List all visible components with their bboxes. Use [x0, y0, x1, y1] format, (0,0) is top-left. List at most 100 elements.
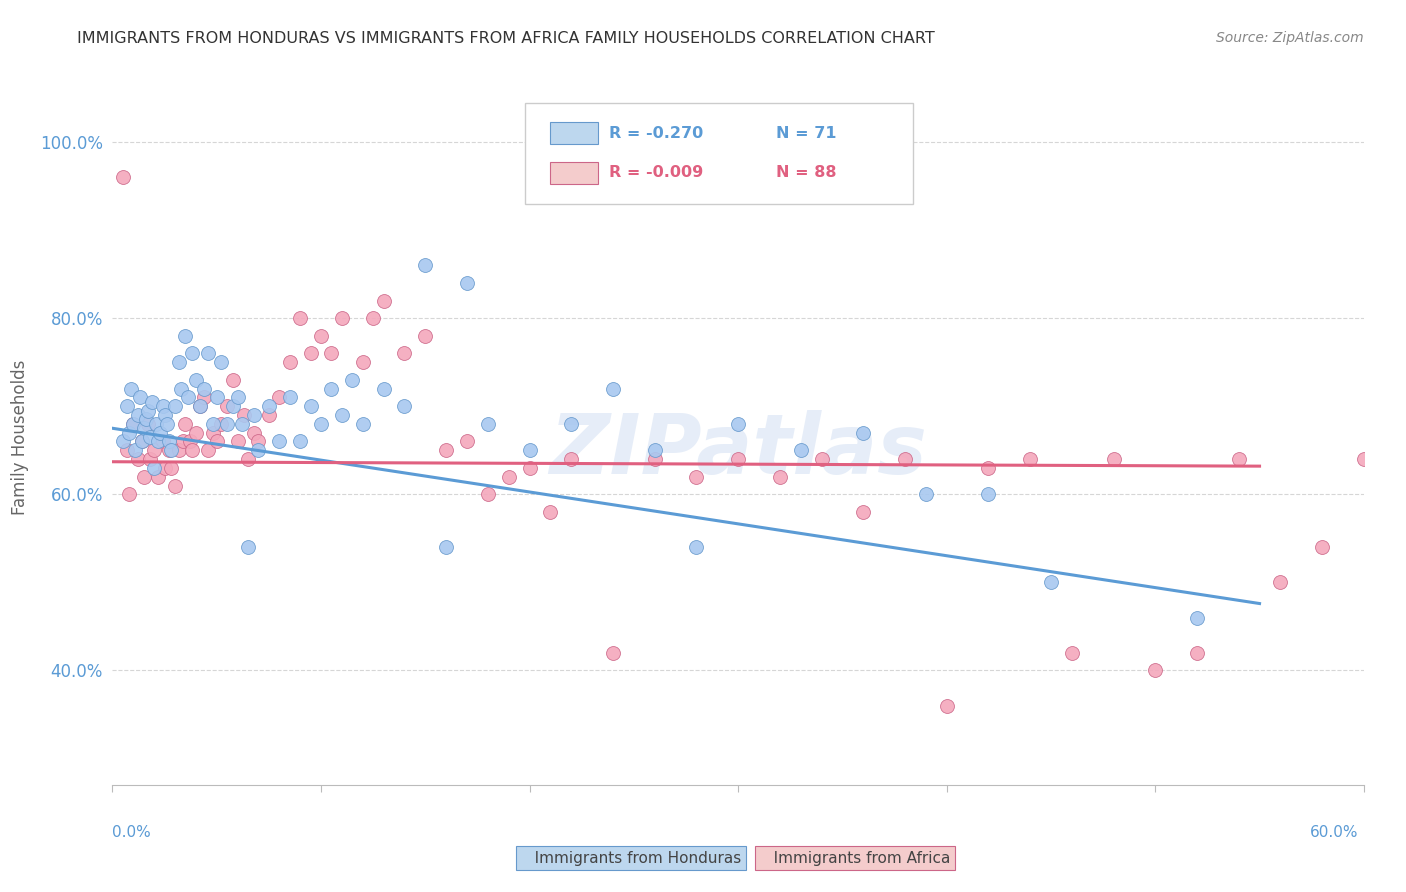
Point: [236, 452, 259, 467]
Point: [685, 540, 707, 554]
Text: Immigrants from Africa: Immigrants from Africa: [759, 851, 950, 865]
Point: [977, 487, 1000, 501]
Point: [299, 346, 322, 360]
Point: [321, 346, 343, 360]
Point: [1039, 575, 1063, 590]
Text: R = -0.009: R = -0.009: [609, 165, 703, 180]
Point: [124, 443, 146, 458]
Point: [226, 434, 249, 449]
Point: [131, 434, 153, 449]
Point: [184, 373, 207, 387]
Point: [915, 487, 938, 501]
Point: [139, 430, 162, 444]
Point: [160, 443, 183, 458]
Point: [209, 417, 232, 431]
Point: [115, 399, 138, 413]
Point: [413, 328, 436, 343]
Point: [519, 461, 541, 475]
Point: [498, 469, 520, 483]
Point: [118, 487, 141, 501]
Point: [136, 417, 159, 431]
Point: [519, 443, 541, 458]
Point: [205, 434, 228, 449]
Point: [352, 355, 374, 369]
Point: [160, 461, 183, 475]
Point: [157, 443, 180, 458]
Point: [257, 408, 280, 422]
Point: [128, 391, 150, 405]
Point: [167, 443, 190, 458]
Point: [290, 311, 312, 326]
Point: [394, 346, 416, 360]
Point: [217, 399, 239, 413]
Point: [236, 540, 259, 554]
Point: [111, 434, 134, 449]
Point: [977, 461, 1000, 475]
Point: [413, 258, 436, 272]
Point: [197, 346, 219, 360]
Point: [163, 478, 186, 492]
Point: [278, 355, 301, 369]
Point: [111, 170, 134, 185]
Point: [132, 469, 155, 483]
Point: [330, 408, 353, 422]
Point: [232, 408, 254, 422]
Point: [852, 425, 875, 440]
Point: [373, 293, 395, 308]
Point: [1185, 610, 1208, 624]
Point: [644, 452, 666, 467]
Text: 60.0%: 60.0%: [1310, 825, 1358, 840]
Text: R = -0.270: R = -0.270: [609, 126, 703, 141]
Text: ZIPatlas: ZIPatlas: [550, 410, 927, 491]
Point: [197, 443, 219, 458]
Point: [222, 373, 245, 387]
Text: 0.0%: 0.0%: [112, 825, 152, 840]
Point: [790, 443, 813, 458]
Point: [243, 425, 266, 440]
Point: [141, 395, 163, 409]
Text: N = 88: N = 88: [776, 165, 837, 180]
Point: [560, 417, 582, 431]
Point: [222, 399, 245, 413]
Point: [373, 382, 395, 396]
Point: [1353, 452, 1375, 467]
Point: [127, 452, 149, 467]
FancyBboxPatch shape: [526, 103, 914, 204]
Point: [145, 417, 167, 431]
Point: [157, 434, 180, 449]
Point: [174, 417, 197, 431]
Point: [163, 399, 186, 413]
Point: [269, 434, 291, 449]
Point: [352, 417, 374, 431]
Point: [118, 425, 141, 440]
Point: [1227, 452, 1250, 467]
Point: [1102, 452, 1125, 467]
Point: [456, 276, 478, 290]
Point: [477, 417, 499, 431]
Point: [1310, 540, 1333, 554]
Point: [309, 328, 332, 343]
Point: [152, 434, 174, 449]
Point: [456, 434, 478, 449]
Point: [143, 443, 166, 458]
Point: [143, 461, 166, 475]
Point: [538, 505, 561, 519]
Point: [135, 412, 157, 426]
Point: [1374, 417, 1396, 431]
Point: [176, 391, 198, 405]
Point: [1144, 664, 1167, 678]
Point: [148, 469, 170, 483]
Point: [602, 646, 624, 660]
Point: [243, 408, 266, 422]
Point: [180, 346, 202, 360]
Point: [217, 417, 239, 431]
Point: [477, 487, 499, 501]
Point: [321, 382, 343, 396]
Point: [153, 461, 176, 475]
Point: [136, 403, 159, 417]
Point: [810, 452, 832, 467]
Point: [361, 311, 384, 326]
Point: [1270, 575, 1292, 590]
Point: [330, 311, 353, 326]
Point: [1060, 646, 1083, 660]
